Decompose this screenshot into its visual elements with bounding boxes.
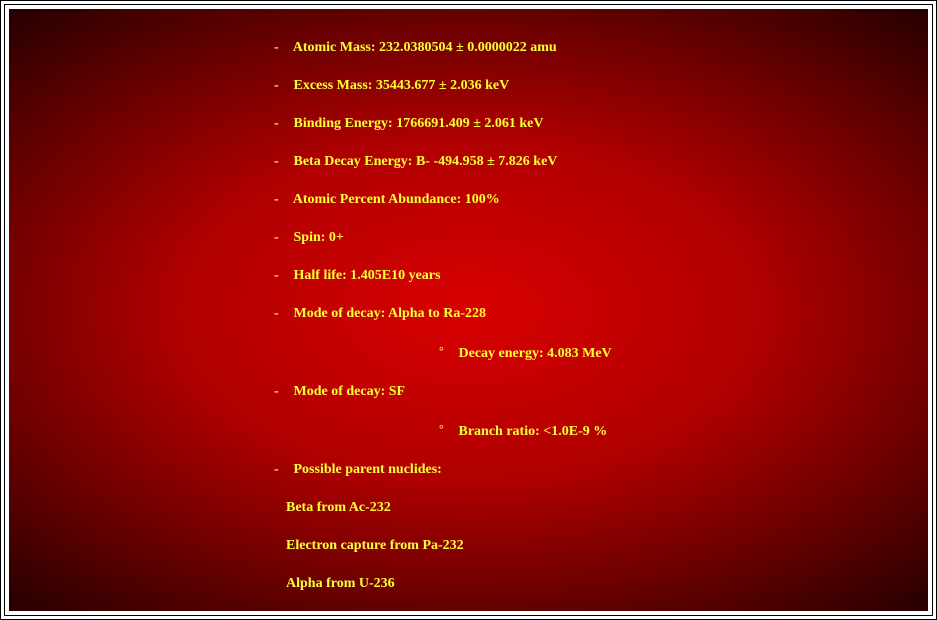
- decay-sf-text: Mode of decay: SF: [294, 384, 406, 399]
- dash-bullet: -: [274, 155, 290, 169]
- dash-bullet: -: [274, 307, 290, 321]
- degree-bullet: °: [439, 345, 455, 357]
- dash-bullet: -: [274, 193, 290, 207]
- outer-frame: - Atomic Mass: 232.0380504 ± 0.0000022 a…: [0, 0, 937, 620]
- binding-energy-row: - Binding Energy: 1766691.409 ± 2.061 ke…: [274, 117, 928, 131]
- parent-2-text: Electron capture from Pa-232: [286, 538, 464, 553]
- data-panel: - Atomic Mass: 232.0380504 ± 0.0000022 a…: [9, 9, 928, 611]
- parent-1-text: Beta from Ac-232: [286, 500, 391, 515]
- abundance-row: - Atomic Percent Abundance: 100%: [274, 193, 928, 207]
- decay-sf-branch-row: ° Branch ratio: <1.0E-9 %: [274, 423, 928, 439]
- parent-2-row: Electron capture from Pa-232: [274, 539, 928, 553]
- decay-alpha-row: - Mode of decay: Alpha to Ra-228: [274, 307, 928, 321]
- decay-alpha-text: Mode of decay: Alpha to Ra-228: [294, 306, 487, 321]
- dash-bullet: -: [274, 41, 290, 55]
- parents-label-text: Possible parent nuclides:: [294, 462, 442, 477]
- excess-mass-text: Excess Mass: 35443.677 ± 2.036 keV: [294, 78, 510, 93]
- dash-bullet: -: [274, 463, 290, 477]
- parent-1-row: Beta from Ac-232: [274, 501, 928, 515]
- parent-3-text: Alpha from U-236: [286, 576, 395, 591]
- dash-bullet: -: [274, 231, 290, 245]
- dash-bullet: -: [274, 385, 290, 399]
- excess-mass-row: - Excess Mass: 35443.677 ± 2.036 keV: [274, 79, 928, 93]
- beta-decay-row: - Beta Decay Energy: B- -494.958 ± 7.826…: [274, 155, 928, 169]
- decay-alpha-energy-row: ° Decay energy: 4.083 MeV: [274, 345, 928, 361]
- spin-row: - Spin: 0+: [274, 231, 928, 245]
- half-life-text: Half life: 1.405E10 years: [294, 268, 441, 283]
- beta-decay-text: Beta Decay Energy: B- -494.958 ± 7.826 k…: [294, 154, 558, 169]
- decay-sf-row: - Mode of decay: SF: [274, 385, 928, 399]
- abundance-text: Atomic Percent Abundance: 100%: [293, 192, 500, 207]
- degree-bullet: °: [439, 423, 455, 435]
- spin-text: Spin: 0+: [294, 230, 344, 245]
- atomic-mass-row: - Atomic Mass: 232.0380504 ± 0.0000022 a…: [274, 41, 928, 55]
- binding-energy-text: Binding Energy: 1766691.409 ± 2.061 keV: [294, 116, 544, 131]
- dash-bullet: -: [274, 117, 290, 131]
- decay-sf-branch-text: Branch ratio: <1.0E-9 %: [459, 424, 608, 439]
- parents-label-row: - Possible parent nuclides:: [274, 463, 928, 477]
- parent-3-row: Alpha from U-236: [274, 577, 928, 591]
- decay-alpha-energy-text: Decay energy: 4.083 MeV: [459, 346, 612, 361]
- half-life-row: - Half life: 1.405E10 years: [274, 269, 928, 283]
- dash-bullet: -: [274, 269, 290, 283]
- atomic-mass-text: Atomic Mass: 232.0380504 ± 0.0000022 amu: [293, 40, 557, 55]
- dash-bullet: -: [274, 79, 290, 93]
- inner-frame: - Atomic Mass: 232.0380504 ± 0.0000022 a…: [4, 4, 933, 616]
